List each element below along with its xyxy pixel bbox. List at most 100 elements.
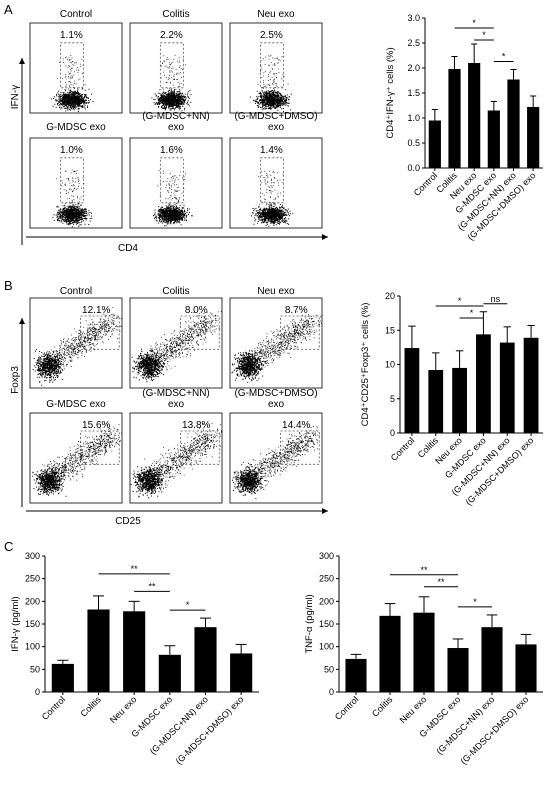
x-tick-label: Control: [40, 694, 68, 722]
y-axis-label: CD4⁺CD25⁺Foxp3⁺ cells (%): [360, 303, 371, 427]
bar: [468, 63, 481, 168]
flow-scatter-dots: [130, 423, 222, 499]
flow-sample-label: Neu exo: [257, 9, 295, 20]
flow-scatter-dots: [249, 54, 292, 114]
significance-label: **: [148, 581, 156, 591]
flow-plot-frame: [229, 22, 323, 114]
bar: [481, 627, 503, 692]
x-tick-label: Colitis: [79, 694, 104, 719]
flow-sample-label: Neu exo: [257, 286, 295, 297]
y-tick-label: 1.0: [407, 113, 420, 123]
bar: [448, 69, 461, 168]
flow-sample-label: G-MDSC exo: [46, 122, 106, 133]
bar: [452, 367, 467, 433]
bar: [404, 348, 420, 433]
flow-scatter-dots: [131, 311, 222, 383]
flow-gate: [159, 157, 184, 204]
y-tick-label: 150: [319, 619, 334, 629]
flow-sample-label: exo: [268, 399, 285, 410]
flow-sample-label: exo: [168, 122, 185, 133]
bar: [345, 658, 367, 692]
flow-sample-label: exo: [168, 399, 185, 410]
flow-gate-percent: 14.4%: [282, 420, 310, 431]
flow-sample-label: Colitis: [162, 286, 189, 297]
flow-plot: Colitis 8.0%: [129, 286, 223, 389]
flow-panel-foxp3-cd25: Foxp3 CD25 Control 12.1% Colitis 8.0% Neu exo 8…: [10, 286, 328, 527]
significance-label: *: [472, 18, 476, 28]
chart-treg-cells: 0 5 10 15 20 CD4⁺CD25⁺Foxp3⁺ cells (%) Control…: [360, 291, 543, 507]
flow-plot-frame: [129, 412, 223, 504]
bar: [194, 627, 217, 692]
flow-gate: [159, 42, 184, 89]
flow-sample-label: Colitis: [162, 9, 189, 20]
flow-sample-label: G-MDSC exo: [46, 399, 106, 410]
flow-sample-label: (G-MDSC+NN): [142, 388, 210, 399]
y-tick-label: 200: [25, 596, 40, 606]
flow-scatter-dots: [151, 54, 192, 112]
panel-letter-b: B: [4, 278, 13, 293]
flow-sample-label: Control: [60, 286, 92, 297]
y-tick-label: 50: [324, 664, 334, 674]
y-tick-label: 5: [390, 394, 395, 404]
y-tick-label: 20: [385, 291, 395, 301]
x-tick-label: Neu exo: [398, 694, 429, 725]
y-axis-label: CD4⁺IFN-γ⁺ cells (%): [385, 47, 396, 138]
significance-label: **: [131, 564, 139, 574]
flow-x-axis-label: CD4: [118, 243, 138, 254]
y-tick-label: 0: [390, 428, 395, 438]
flow-scatter-dots: [251, 170, 294, 227]
bar: [523, 337, 539, 433]
x-tick-label: (G-MDSC+DMSO) exo: [174, 694, 246, 766]
flow-scatter-dots: [52, 169, 93, 228]
bar: [487, 110, 500, 168]
flow-plot: Neu exo 8.7%: [229, 286, 323, 389]
significance-label: ns: [491, 294, 501, 304]
flow-cytometry-panels: IFN-γ CD4 Control 1.1% Colitis 2.2% Neu exo 2.5…: [10, 9, 328, 527]
chart-tnfa-secretion: 0 50 100 150 200 250 300 TNF-α (pg/ml) Control Co…: [304, 551, 543, 766]
bar: [476, 334, 491, 433]
y-tick-label: 200: [319, 596, 334, 606]
chart-ifng-secretion: 0 50 100 150 200 250 300 IFN-γ (pg/ml) Control Co…: [10, 551, 259, 766]
x-tick-label: (G-MDSC+DMSO) exo: [458, 694, 530, 766]
significance-label: *: [482, 30, 486, 40]
panel-letter-c: C: [4, 539, 13, 554]
y-tick-label: 15: [385, 325, 395, 335]
significance-label: *: [186, 600, 190, 610]
flow-gate-percent: 1.1%: [60, 30, 83, 41]
flow-sample-label: (G-MDSC+NN): [142, 111, 210, 122]
flow-scatter-dots: [153, 170, 193, 227]
flow-plot: G-MDSC exo 15.6%: [29, 399, 123, 504]
y-tick-label: 100: [25, 642, 40, 652]
flow-plot: Control 12.1%: [29, 286, 123, 389]
flow-plot: (G-MDSC+NN)exo 13.8%: [129, 388, 223, 504]
y-tick-label: 300: [25, 551, 40, 561]
flow-scatter-dots: [50, 55, 94, 113]
flow-scatter-dots: [32, 423, 122, 497]
bar: [428, 369, 444, 433]
flow-plot: Neu exo 2.5%: [229, 9, 323, 114]
panel-letter-a: A: [4, 2, 13, 17]
flow-gate-percent: 12.1%: [82, 305, 110, 316]
flow-gate-percent: 1.0%: [60, 145, 83, 156]
flow-plot: Colitis 2.2%: [129, 9, 223, 114]
bar: [527, 107, 540, 168]
significance-label: **: [437, 577, 445, 587]
flow-scatter-dots: [231, 311, 322, 383]
x-tick-label: Control: [412, 170, 440, 198]
flow-sample-label: Control: [60, 9, 92, 20]
y-tick-label: 100: [319, 642, 334, 652]
bar: [499, 342, 515, 433]
bar: [230, 653, 253, 692]
flow-plot: Control 1.1%: [29, 9, 123, 114]
y-tick-label: 0.5: [407, 138, 420, 148]
flow-gate-percent: 1.4%: [260, 145, 283, 156]
y-tick-label: 0: [329, 687, 334, 697]
flow-gate: [59, 42, 84, 89]
x-tick-label: Control: [389, 435, 417, 463]
flow-sample-label: (G-MDSC+DMSO): [234, 111, 317, 122]
flow-y-axis-label: IFN-γ: [10, 85, 21, 109]
flow-gate-percent: 1.6%: [160, 145, 183, 156]
flow-plot: (G-MDSC+NN)exo 1.6%: [129, 111, 223, 229]
x-tick-label: Control: [333, 694, 361, 722]
y-tick-label: 10: [385, 360, 395, 370]
